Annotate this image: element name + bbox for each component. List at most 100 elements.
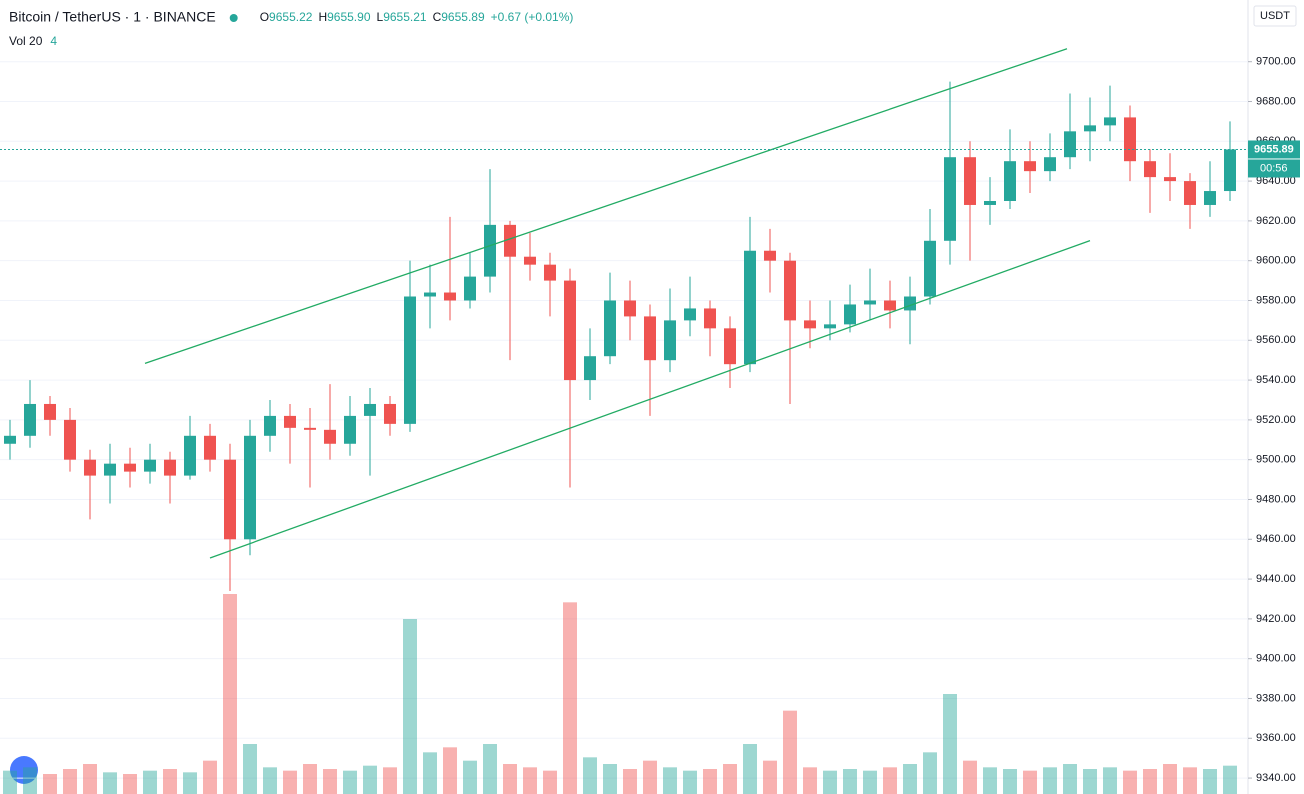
candle-body — [1044, 157, 1056, 172]
candle-body — [604, 300, 616, 357]
candle-body — [1064, 131, 1076, 158]
volume-bar — [1183, 767, 1197, 794]
y-tick-label: 9440.00 — [1256, 573, 1296, 585]
legend-value: 9655.21 — [383, 10, 427, 24]
volume-bar — [303, 764, 317, 794]
candle-body — [184, 435, 196, 476]
candle-body — [564, 280, 576, 381]
y-tick-label: 9460.00 — [1256, 533, 1296, 545]
y-tick-label: 9380.00 — [1256, 692, 1296, 704]
volume-bar — [63, 769, 77, 794]
candle-body — [244, 435, 256, 540]
y-tick-label: 9620.00 — [1256, 215, 1296, 227]
candle-body — [444, 292, 456, 301]
candle-body — [624, 300, 636, 317]
candle-body — [664, 320, 676, 361]
candle-body — [264, 415, 276, 436]
logo[interactable] — [10, 756, 38, 784]
y-tick-label: 9700.00 — [1256, 56, 1296, 68]
y-tick-label: 9480.00 — [1256, 493, 1296, 505]
candle-body — [524, 256, 536, 265]
volume-bar — [443, 747, 457, 794]
volume-bar — [543, 770, 557, 794]
candle-body — [484, 224, 496, 277]
legend-bg — [0, 4, 620, 50]
volume-bar — [1023, 770, 1037, 794]
currency-box — [1253, 5, 1297, 27]
y-tick-label: 9600.00 — [1256, 255, 1296, 267]
candle-body — [1204, 191, 1216, 205]
y-tick-label: 9420.00 — [1256, 613, 1296, 625]
candle-body — [924, 240, 936, 297]
candle-body — [1184, 181, 1196, 205]
candle-body — [1004, 161, 1016, 201]
countdown-box — [1248, 159, 1300, 178]
volume-bar — [343, 770, 357, 794]
candle-body — [384, 403, 396, 424]
volume-bar — [943, 694, 957, 794]
volume-bar — [223, 594, 237, 794]
volume-bar — [763, 760, 777, 794]
y-tick-label: 9580.00 — [1256, 294, 1296, 306]
volume-bar — [143, 770, 157, 794]
candle-body — [824, 324, 836, 329]
candle-body — [884, 300, 896, 311]
volume-bar — [823, 770, 837, 794]
candle-body — [404, 296, 416, 424]
volume-bar — [843, 769, 857, 794]
volume-bar — [123, 774, 137, 794]
candle-body — [844, 304, 856, 325]
candle-body — [144, 459, 156, 472]
volume-bar — [1063, 764, 1077, 794]
candle-body — [324, 429, 336, 444]
candle-body — [984, 200, 996, 205]
volume-bar — [643, 760, 657, 794]
volume-bar — [103, 772, 117, 794]
candle-body — [84, 459, 96, 476]
status-dot — [229, 14, 238, 22]
volume-bar — [1143, 769, 1157, 794]
volume-bar — [803, 767, 817, 794]
volume-bar — [1123, 770, 1137, 794]
candle-body — [804, 320, 816, 329]
volume-bar — [43, 774, 57, 794]
candle-body — [944, 157, 956, 241]
candle-body — [464, 276, 476, 301]
volume-title: Vol 20 — [9, 34, 43, 48]
candle-body — [164, 459, 176, 476]
volume-bar — [283, 770, 297, 794]
y-tick-label: 9680.00 — [1256, 95, 1296, 107]
candle-body — [744, 250, 756, 365]
volume-bar — [183, 772, 197, 794]
volume-bar — [243, 744, 257, 794]
volume-bar — [983, 767, 997, 794]
candle-body — [204, 435, 216, 460]
volume-bar — [23, 767, 37, 794]
candle-body — [364, 403, 376, 416]
candle-body — [304, 427, 316, 430]
y-tick-label: 9520.00 — [1256, 414, 1296, 426]
currency: USDT — [1260, 10, 1290, 22]
candle-body — [864, 300, 876, 305]
y-tick-label: 9560.00 — [1256, 334, 1296, 346]
volume-bar — [663, 767, 677, 794]
legend-key: L — [377, 10, 384, 24]
candle-body — [44, 403, 56, 420]
volume-bar — [1083, 769, 1097, 794]
candle-body — [584, 356, 596, 381]
volume-bar — [563, 602, 577, 794]
candle-body — [1084, 125, 1096, 132]
volume-bar — [503, 764, 517, 794]
candle-body — [1124, 117, 1136, 162]
legend-value: 9655.89 — [441, 10, 485, 24]
volume-bar — [403, 619, 417, 794]
volume-bar — [1003, 769, 1017, 794]
volume-bar — [903, 764, 917, 794]
candle-body — [24, 403, 36, 436]
volume-bar — [383, 767, 397, 794]
last-price-label: 9655.89 — [1254, 143, 1294, 155]
volume-bar — [1203, 769, 1217, 794]
volume-bar — [363, 765, 377, 794]
candle-body — [284, 415, 296, 428]
